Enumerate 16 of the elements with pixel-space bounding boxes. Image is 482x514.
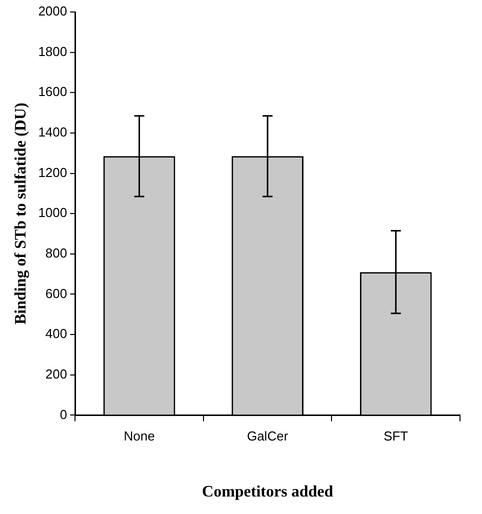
- x-tick-label: SFT: [384, 428, 408, 444]
- y-tick-label: 200: [45, 366, 68, 382]
- y-tick-label: 1600: [38, 84, 68, 100]
- y-tick-label: 2000: [38, 4, 68, 19]
- y-tick-label: 1400: [38, 124, 68, 140]
- x-axis-title: Competitors added: [202, 484, 334, 501]
- y-tick-label: 800: [45, 246, 68, 260]
- y-tick-label: 1000: [38, 205, 68, 220]
- y-axis-title: Binding of STb to sulfatide (DU): [12, 102, 30, 325]
- y-tick-label: 1800: [38, 44, 68, 59]
- y-tick-label: 400: [45, 326, 68, 342]
- y-tick-label: 0: [60, 406, 68, 422]
- x-tick-label: None: [124, 428, 155, 444]
- y-tick-label: 600: [45, 286, 68, 301]
- x-tick-label: GalCer: [246, 428, 289, 444]
- y-tick-label: 1200: [38, 164, 68, 180]
